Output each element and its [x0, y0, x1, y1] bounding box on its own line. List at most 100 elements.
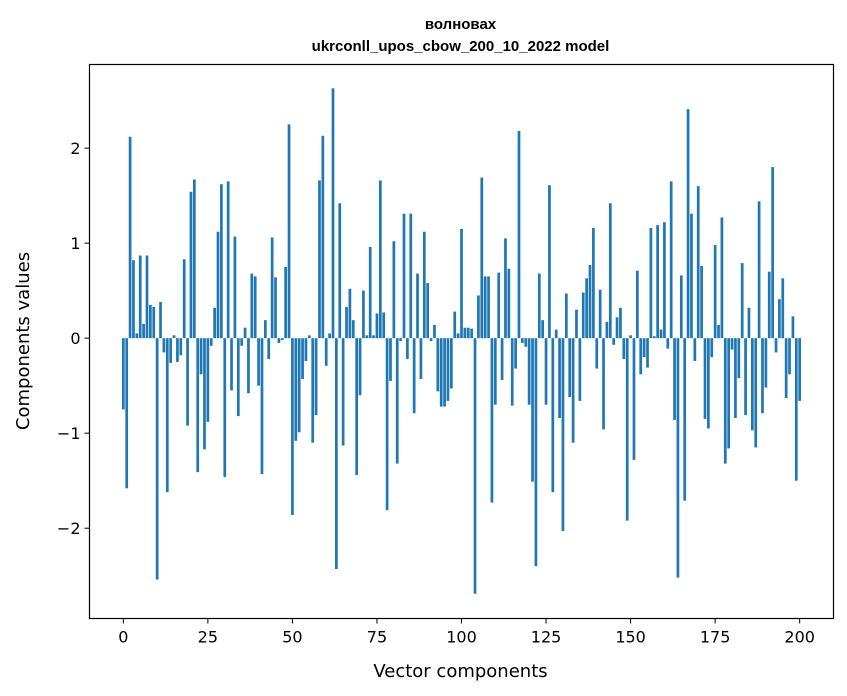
bar	[737, 338, 741, 379]
bar	[297, 338, 301, 433]
bar	[683, 338, 687, 501]
bar	[138, 255, 142, 339]
bar	[524, 338, 528, 347]
bar	[551, 338, 555, 493]
y-tick-label: 1	[70, 234, 80, 253]
bar	[199, 338, 203, 375]
bar	[510, 338, 514, 406]
bar	[338, 203, 342, 339]
x-tick-label: 100	[446, 628, 477, 647]
bar	[399, 338, 402, 342]
bar	[233, 236, 237, 339]
bar	[791, 316, 795, 339]
x-tick-label: 125	[531, 628, 562, 647]
bar	[253, 276, 257, 339]
bar	[754, 338, 758, 448]
bar	[625, 338, 629, 521]
bar	[264, 320, 267, 339]
bar	[311, 338, 315, 443]
chart-title: волновах	[425, 16, 497, 33]
bar	[159, 302, 162, 339]
bar	[602, 338, 605, 430]
bar	[554, 329, 558, 339]
bar	[700, 265, 703, 339]
bar	[321, 135, 325, 339]
bar	[571, 338, 575, 443]
bar	[179, 338, 183, 356]
bar	[517, 131, 521, 339]
bar	[385, 338, 389, 511]
bar	[619, 307, 622, 339]
x-tick-label: 25	[198, 628, 218, 647]
bar	[192, 179, 196, 339]
bar	[669, 181, 673, 339]
bar	[463, 327, 467, 339]
bar	[757, 201, 761, 339]
bar	[345, 306, 348, 339]
bar	[656, 225, 659, 339]
bar	[642, 338, 646, 358]
bar	[433, 324, 436, 339]
bar	[778, 299, 781, 339]
bar	[507, 268, 511, 339]
bar	[152, 306, 156, 339]
bar	[734, 338, 737, 418]
bar	[636, 270, 639, 339]
bar	[483, 276, 487, 339]
bar	[220, 184, 223, 339]
bar	[274, 277, 277, 339]
bar	[659, 329, 663, 339]
bar	[504, 238, 507, 339]
bar	[740, 263, 744, 339]
bar	[132, 260, 135, 339]
bar	[744, 338, 747, 416]
bar	[771, 167, 774, 339]
bar	[666, 338, 670, 349]
bar	[267, 338, 271, 360]
bar	[426, 283, 430, 339]
bar	[720, 217, 724, 339]
bar	[781, 278, 785, 339]
bar	[128, 136, 132, 339]
bar	[172, 335, 176, 339]
bar	[301, 338, 304, 380]
bar	[534, 338, 538, 567]
bar	[612, 338, 616, 345]
bar	[155, 338, 159, 580]
bar	[284, 266, 287, 339]
bar	[328, 333, 331, 339]
x-tick-label: 0	[118, 628, 128, 647]
bar	[389, 338, 392, 381]
bar	[605, 322, 609, 339]
bar	[622, 338, 626, 360]
chart-subtitle: ukrconll_upos_cbow_200_10_2022 model	[312, 38, 610, 55]
bar	[487, 276, 490, 339]
bar	[203, 338, 206, 450]
bar	[395, 338, 399, 464]
bar	[717, 324, 720, 339]
bar	[514, 338, 517, 369]
bar	[186, 338, 189, 426]
bar	[693, 338, 697, 361]
bar	[165, 338, 169, 493]
bar	[696, 186, 700, 339]
bar	[548, 185, 551, 339]
bar	[679, 275, 683, 339]
bar	[358, 338, 362, 396]
bar	[784, 338, 788, 399]
bar	[497, 272, 501, 339]
bar	[365, 335, 369, 339]
bar	[226, 181, 230, 339]
bar	[213, 307, 216, 339]
bar	[145, 255, 149, 339]
bar	[598, 289, 602, 339]
bar	[307, 335, 311, 339]
bar	[439, 338, 443, 407]
bar	[260, 338, 264, 475]
bar	[450, 338, 453, 389]
bar	[331, 88, 335, 339]
x-axis-ticks: 0 25 50 75 100 125 150 175 200	[118, 618, 815, 647]
bars-group	[121, 88, 802, 594]
bar	[676, 338, 680, 578]
bar	[429, 338, 433, 342]
